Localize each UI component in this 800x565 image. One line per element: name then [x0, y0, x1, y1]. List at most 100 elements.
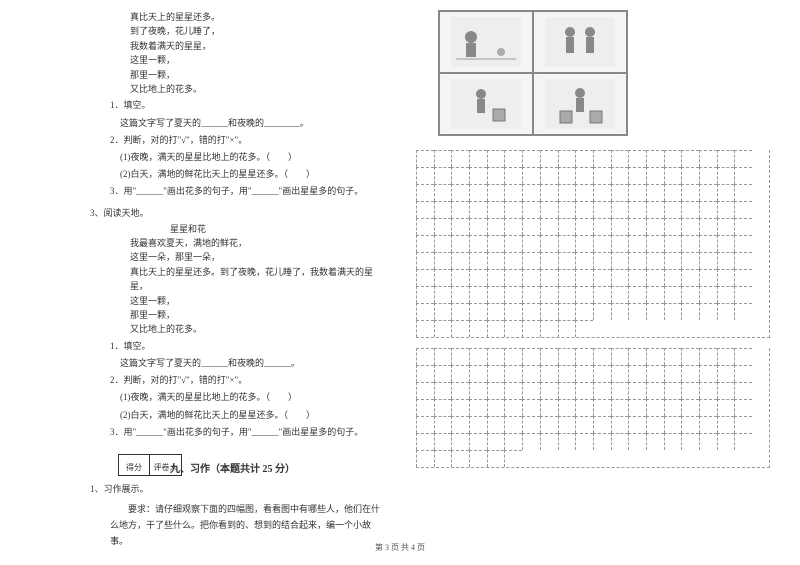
grid-cell — [628, 252, 646, 269]
grid-cell — [611, 269, 629, 286]
poem-line: 到了夜晚，花儿睡了， — [130, 24, 388, 38]
grid-cell — [593, 382, 611, 399]
grid-cell — [487, 450, 505, 467]
grid-cell — [487, 382, 505, 399]
grid-cell — [575, 286, 593, 303]
grid-cell — [717, 399, 735, 416]
grid-cell — [717, 150, 735, 167]
poem2-title: 星星和花 — [170, 222, 388, 236]
grid-cell — [664, 167, 682, 184]
grid-cell — [434, 201, 452, 218]
grid-cell — [628, 201, 646, 218]
grid-cell — [434, 167, 452, 184]
grid-cell — [681, 269, 699, 286]
grid-cell — [540, 433, 558, 450]
grid-cell — [416, 184, 434, 201]
grid-cell — [469, 416, 487, 433]
question-3: 3．用"______"画出花多的句子，用"______"画出星星多的句子。 — [110, 183, 388, 199]
grid-cell — [575, 399, 593, 416]
grid-cell — [540, 286, 558, 303]
question-b1: 1．填空。 — [110, 338, 388, 354]
poem-line: 那里一颗， — [130, 308, 388, 322]
grid-cell — [522, 286, 540, 303]
grid-cell — [646, 167, 664, 184]
grid-cell — [504, 252, 522, 269]
grid-cell — [522, 201, 540, 218]
grid-cell — [699, 201, 717, 218]
poem-line: 又比地上的花多。 — [130, 322, 388, 336]
grid-cell — [504, 303, 522, 320]
grid-cell — [664, 218, 682, 235]
grid-cell — [558, 252, 576, 269]
grid-cell — [628, 303, 646, 320]
grid-cell — [681, 399, 699, 416]
grid-cell — [558, 218, 576, 235]
grid-cell — [575, 416, 593, 433]
grid-cell — [522, 235, 540, 252]
grid-cell — [434, 433, 452, 450]
story-image-3 — [439, 73, 533, 135]
grid-cell — [681, 382, 699, 399]
grid-cell — [628, 269, 646, 286]
grid-cell — [434, 235, 452, 252]
grid-cell — [416, 303, 434, 320]
grid-cell — [451, 201, 469, 218]
grid-cell — [699, 433, 717, 450]
grid-cell — [628, 382, 646, 399]
question-b2-1: (1)夜晚，满天的星星比地上的花多。（ ） — [120, 389, 388, 405]
score-cell: 得分 — [118, 454, 150, 476]
grid-cell — [504, 167, 522, 184]
grid-cell — [646, 433, 664, 450]
grid-cell — [434, 450, 452, 467]
grid-cell — [416, 201, 434, 218]
grid-cell — [681, 167, 699, 184]
grid-cell — [593, 201, 611, 218]
grid-cell — [451, 348, 469, 365]
grid-cell — [469, 303, 487, 320]
grid-cell — [558, 382, 576, 399]
grid-cell — [522, 150, 540, 167]
grid-cell — [575, 365, 593, 382]
grid-cell — [628, 167, 646, 184]
grid-cell — [611, 235, 629, 252]
grid-cell — [451, 433, 469, 450]
grid-cell — [593, 365, 611, 382]
story-image-1 — [439, 11, 533, 73]
grid-cell — [646, 382, 664, 399]
grid-cell — [646, 399, 664, 416]
question-b2: 2．判断，对的打"√"，错的打"×"。 — [110, 372, 388, 388]
grid-cell — [416, 252, 434, 269]
grid-cell — [434, 184, 452, 201]
grid-cell — [487, 201, 505, 218]
grid-cell — [611, 416, 629, 433]
grid-cell — [487, 235, 505, 252]
grid-cell — [558, 201, 576, 218]
question-2-1: (1)夜晚，满天的星星比地上的花多。（ ） — [120, 149, 388, 165]
grid-cell — [593, 348, 611, 365]
grid-cell — [434, 382, 452, 399]
grid-cell — [575, 382, 593, 399]
grid-cell — [558, 286, 576, 303]
grid-cell — [593, 433, 611, 450]
grid-cell — [611, 382, 629, 399]
grid-cell — [522, 320, 540, 337]
grid-cell — [717, 303, 735, 320]
left-column: 真比天上的星星还多。 到了夜晚，花儿睡了， 我数着满天的星星， 这里一颗， 那里… — [30, 10, 388, 550]
grid-cell — [487, 269, 505, 286]
grid-cell — [611, 348, 629, 365]
grid-cell — [487, 320, 505, 337]
grid-cell — [681, 218, 699, 235]
grid-cell — [558, 235, 576, 252]
writing-grid-2 — [416, 348, 770, 468]
grid-cell — [717, 382, 735, 399]
grid-cell — [558, 150, 576, 167]
grid-cell — [416, 167, 434, 184]
grid-cell — [469, 382, 487, 399]
grid-cell — [699, 235, 717, 252]
grid-cell — [451, 399, 469, 416]
grid-cell — [469, 365, 487, 382]
grid-cell — [575, 201, 593, 218]
grid-cell — [416, 399, 434, 416]
grid-cell — [504, 184, 522, 201]
grid-cell — [734, 365, 752, 382]
